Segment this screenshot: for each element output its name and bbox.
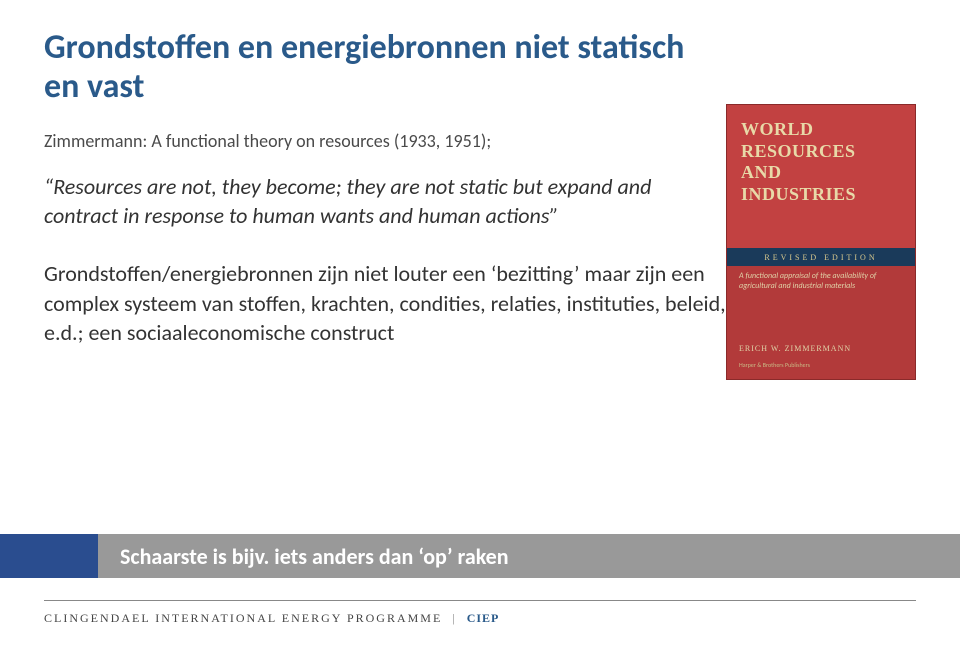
banner-text: Schaarste is bijv. iets anders dan ‘op’ … [120,543,509,570]
book-title-l3: AND [741,162,782,182]
book-band: REVISED EDITION [727,248,915,266]
footer-org: CLINGENDAEL INTERNATIONAL ENERGY PROGRAM… [44,611,442,626]
book-author: ERICH W. ZIMMERMANN [739,344,903,353]
title-line1: Grondstoffen en energiebronnen niet stat… [44,27,684,68]
banner: Schaarste is bijv. iets anders dan ‘op’ … [0,534,960,578]
slide: Grondstoffen en energiebronnen niet stat… [0,0,960,656]
quote: “Resources are not, they become; they ar… [44,172,664,231]
book-title-l1: WORLD [741,119,814,139]
book-cover-image: WORLD RESOURCES AND INDUSTRIES REVISED E… [726,104,916,380]
book-title-l2: RESOURCES [741,141,856,161]
paragraph: Grondstoffen/energiebronnen zijn niet lo… [44,259,764,348]
banner-left-block [0,534,98,578]
book-title: WORLD RESOURCES AND INDUSTRIES [741,119,901,205]
book-cover: WORLD RESOURCES AND INDUSTRIES REVISED E… [726,104,916,380]
footer-separator: | [452,611,456,626]
slide-title: Grondstoffen en energiebronnen niet stat… [44,28,916,106]
book-publisher: Harper & Brothers Publishers [739,361,810,369]
footer-ciep: CIEP [467,611,500,626]
book-subtitle: A functional appraisal of the availabili… [739,272,903,291]
title-line2: en vast [44,66,144,107]
banner-right-block: Schaarste is bijv. iets anders dan ‘op’ … [98,534,960,578]
footer: CLINGENDAEL INTERNATIONAL ENERGY PROGRAM… [44,600,916,626]
book-title-l4: INDUSTRIES [741,184,856,204]
